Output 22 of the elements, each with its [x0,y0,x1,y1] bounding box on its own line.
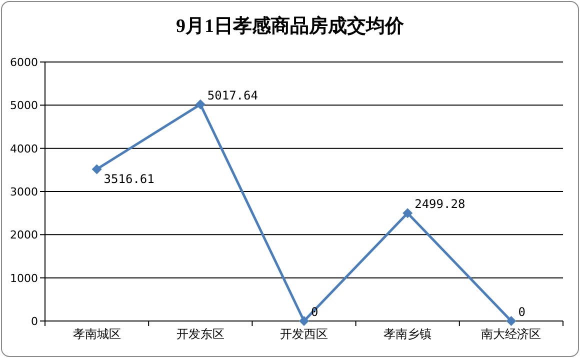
y-tick-label: 0 [31,315,38,328]
data-label: 3516.61 [104,172,154,186]
point [92,164,102,174]
y-tick-label: 6000 [10,56,38,69]
chart-title: 9月1日孝感商品房成交均价 [176,15,405,37]
point [506,316,516,326]
x-tick-label: 开发西区 [280,327,328,341]
data-label: 2499.28 [414,197,466,212]
y-tick-label: 5000 [10,99,38,112]
data-label: 0 [518,305,526,319]
point [195,99,206,110]
y-tick-label: 4000 [10,142,38,156]
x-tick-label: 孝南城区 [72,327,121,341]
y-tick-label: 1000 [10,272,38,285]
point [402,208,413,218]
x-tick-label: 孝南乡镇 [384,327,432,341]
point [299,316,309,326]
data-label: 5017.64 [207,88,258,102]
x-tick-label: 南大经济区 [481,327,542,341]
y-tick-label: 2000 [10,228,38,242]
y-tick-label: 3000 [10,186,38,198]
x-tick-label: 开发东区 [176,327,224,341]
